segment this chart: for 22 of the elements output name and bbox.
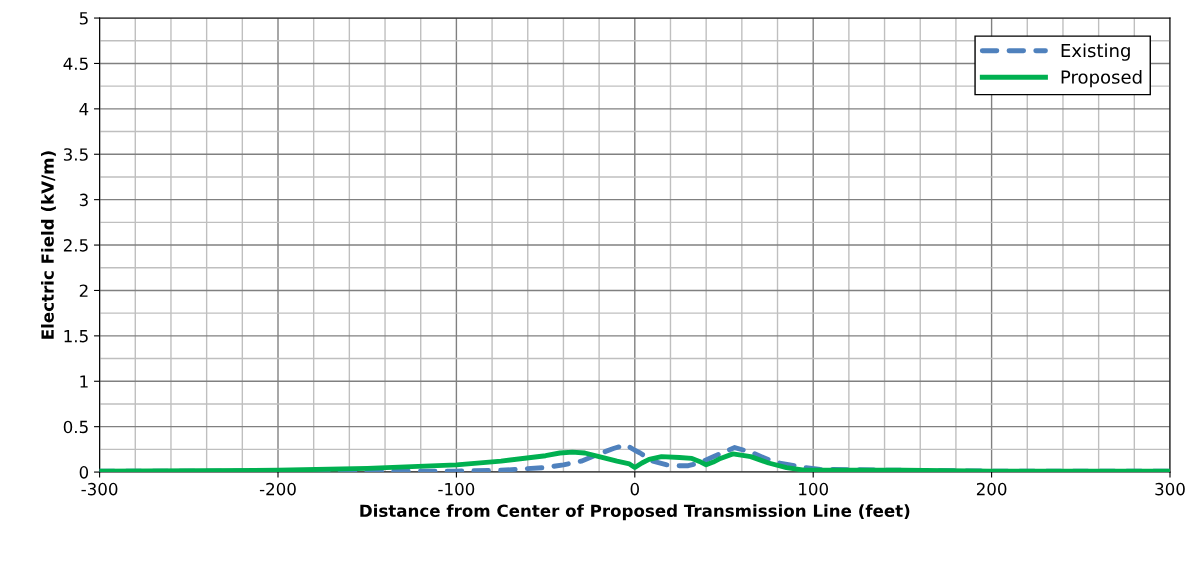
y-tick-label: 2 — [79, 284, 88, 297]
x-tick-label: 200 — [976, 482, 1007, 496]
y-tick-label: 3.5 — [63, 148, 88, 161]
y-tick-label: 5 — [79, 12, 88, 25]
y-tick-label: 2.5 — [63, 239, 88, 252]
x-tick-label: 100 — [799, 482, 828, 496]
y-tick-label: 0 — [79, 466, 89, 479]
x-tick-label: 300 — [1155, 482, 1185, 496]
y-axis-title: Electric Field (kV/m) — [40, 151, 56, 339]
y-tick-label: 1.5 — [64, 330, 88, 343]
x-tick-label: 0 — [630, 482, 639, 496]
y-tick-label: 1 — [80, 375, 88, 388]
y-tick-label: 4.5 — [63, 57, 88, 71]
y-tick-label: 4 — [79, 103, 89, 116]
x-tick-label: -100 — [438, 482, 475, 496]
legend-label: Existing — [1061, 43, 1130, 61]
y-tick-label: 3 — [79, 193, 88, 207]
x-tick-label: -200 — [259, 482, 296, 496]
x-tick-label: -300 — [81, 482, 118, 496]
x-axis-title: Distance from Center of Proposed Transmission Line (feet) — [360, 504, 910, 521]
legend-label: Proposed — [1061, 69, 1142, 88]
y-tick-label: 0.5 — [63, 420, 88, 434]
